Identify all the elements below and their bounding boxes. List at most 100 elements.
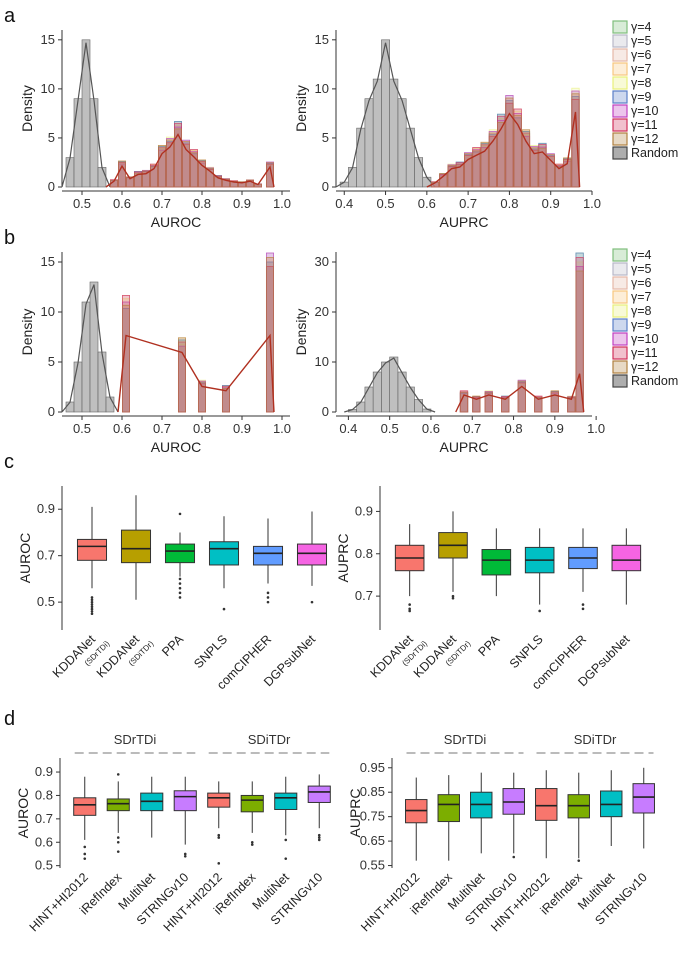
box bbox=[120, 529, 152, 564]
box bbox=[632, 783, 655, 814]
box bbox=[611, 544, 642, 572]
gamma-bar bbox=[439, 173, 448, 188]
y-tick-label: 0.9 bbox=[37, 501, 55, 516]
gamma-bar bbox=[501, 397, 510, 413]
legend-swatch bbox=[612, 62, 628, 76]
y-tick-label: 10 bbox=[41, 304, 55, 319]
legend-label: γ=6 bbox=[631, 276, 652, 290]
x-tick-label: 1.0 bbox=[273, 196, 291, 211]
random-bar bbox=[389, 356, 399, 413]
x-tick-label: 1.0 bbox=[587, 421, 605, 436]
outlier-point bbox=[317, 838, 321, 842]
y-tick-label: 0.7 bbox=[355, 588, 373, 603]
legend-swatch bbox=[612, 360, 628, 374]
x-tick-label: 0.7 bbox=[459, 196, 477, 211]
gamma-bar bbox=[149, 165, 158, 188]
y-axis-label: Density bbox=[19, 85, 35, 132]
gamma-density-curve bbox=[105, 133, 275, 188]
gamma-bar bbox=[133, 172, 142, 188]
x-tick-label: 0.8 bbox=[193, 196, 211, 211]
y-tick-label: 10 bbox=[315, 354, 329, 369]
gamma-bar bbox=[237, 181, 246, 188]
legend-label: Random bbox=[631, 146, 678, 160]
outlier-point bbox=[250, 843, 254, 846]
gamma-bar bbox=[181, 141, 190, 188]
outlier-point bbox=[217, 862, 221, 865]
y-axis-label: AUPRC bbox=[347, 788, 363, 837]
gamma-bar bbox=[205, 167, 214, 188]
y-tick-label: 0.5 bbox=[37, 594, 55, 609]
gamma-bar bbox=[197, 159, 206, 188]
random-bar bbox=[414, 399, 424, 413]
x-tick-label: 0.9 bbox=[233, 421, 251, 436]
gamma-bar bbox=[165, 139, 174, 188]
group-label: SDiTDr bbox=[248, 732, 291, 747]
outlier-point bbox=[178, 586, 182, 590]
x-tick-label: 0.4 bbox=[335, 196, 353, 211]
category-label: SNPLS bbox=[191, 632, 230, 671]
x-tick-label: 0.6 bbox=[418, 196, 436, 211]
outlier-point bbox=[408, 603, 411, 606]
random-bar bbox=[89, 281, 99, 413]
outlier-point bbox=[83, 845, 87, 849]
chart-b-right: 0 10 20 30 Density 0.4 0.5 0.6 0.7 0.8 0.9 1.0 AUPRC bbox=[293, 252, 605, 455]
random-bar bbox=[389, 78, 399, 188]
y-axis-label: AUROC bbox=[15, 788, 31, 839]
random-bar bbox=[364, 386, 374, 413]
box bbox=[73, 797, 97, 816]
legend-label: γ=12 bbox=[631, 360, 659, 374]
legend-swatch bbox=[612, 318, 628, 332]
x-tick-label: 1.0 bbox=[273, 421, 291, 436]
outlier-point bbox=[178, 596, 182, 599]
outlier-point bbox=[577, 859, 581, 862]
box bbox=[296, 543, 328, 566]
random-bar bbox=[372, 78, 382, 188]
outlier-point bbox=[310, 600, 314, 604]
random-bar bbox=[348, 167, 357, 188]
y-tick-label: 0.8 bbox=[355, 546, 373, 561]
gamma-density-curve bbox=[455, 373, 585, 413]
gamma-bar bbox=[197, 381, 206, 413]
x-tick-label: 0.7 bbox=[153, 196, 171, 211]
category-label: PPA bbox=[159, 632, 186, 659]
random-bar bbox=[356, 127, 366, 188]
random-density-curve bbox=[61, 42, 111, 188]
gamma-bar bbox=[141, 170, 150, 188]
x-tick-label: 0.6 bbox=[422, 421, 440, 436]
legend-swatch bbox=[612, 332, 628, 346]
y-tick-label: 0.75 bbox=[360, 809, 385, 824]
panel-label-d: d bbox=[4, 708, 15, 730]
outlier-point bbox=[538, 609, 541, 613]
x-tick-label: 0.5 bbox=[73, 196, 91, 211]
box bbox=[240, 794, 264, 813]
group-label: SDrTDi bbox=[114, 732, 157, 747]
box bbox=[481, 549, 512, 576]
y-tick-label: 0 bbox=[48, 179, 55, 194]
outlier-point bbox=[266, 600, 270, 604]
outlier-point bbox=[116, 836, 120, 839]
outlier-point bbox=[116, 773, 120, 776]
random-bar bbox=[89, 98, 99, 188]
random-bar bbox=[73, 98, 83, 188]
box bbox=[164, 543, 196, 564]
legend-swatch bbox=[612, 290, 628, 304]
gamma-bar bbox=[480, 141, 489, 188]
outlier-point bbox=[217, 836, 221, 839]
y-tick-label: 0.5 bbox=[35, 858, 53, 873]
gamma-bar bbox=[245, 179, 254, 188]
x-axis-label: AUROC bbox=[151, 214, 202, 230]
legend-swatch bbox=[612, 90, 628, 104]
box bbox=[535, 788, 558, 821]
box bbox=[437, 794, 460, 823]
y-tick-label: 10 bbox=[315, 81, 329, 96]
outlier-point bbox=[408, 607, 411, 611]
box bbox=[173, 790, 197, 812]
random-bar bbox=[405, 127, 415, 188]
gamma-bar bbox=[464, 153, 473, 188]
gamma-bar bbox=[497, 122, 506, 188]
y-tick-label: 0.8 bbox=[35, 787, 53, 802]
random-bar bbox=[381, 361, 390, 413]
x-tick-label: 0.5 bbox=[377, 196, 395, 211]
x-tick-label: 0.5 bbox=[73, 421, 91, 436]
